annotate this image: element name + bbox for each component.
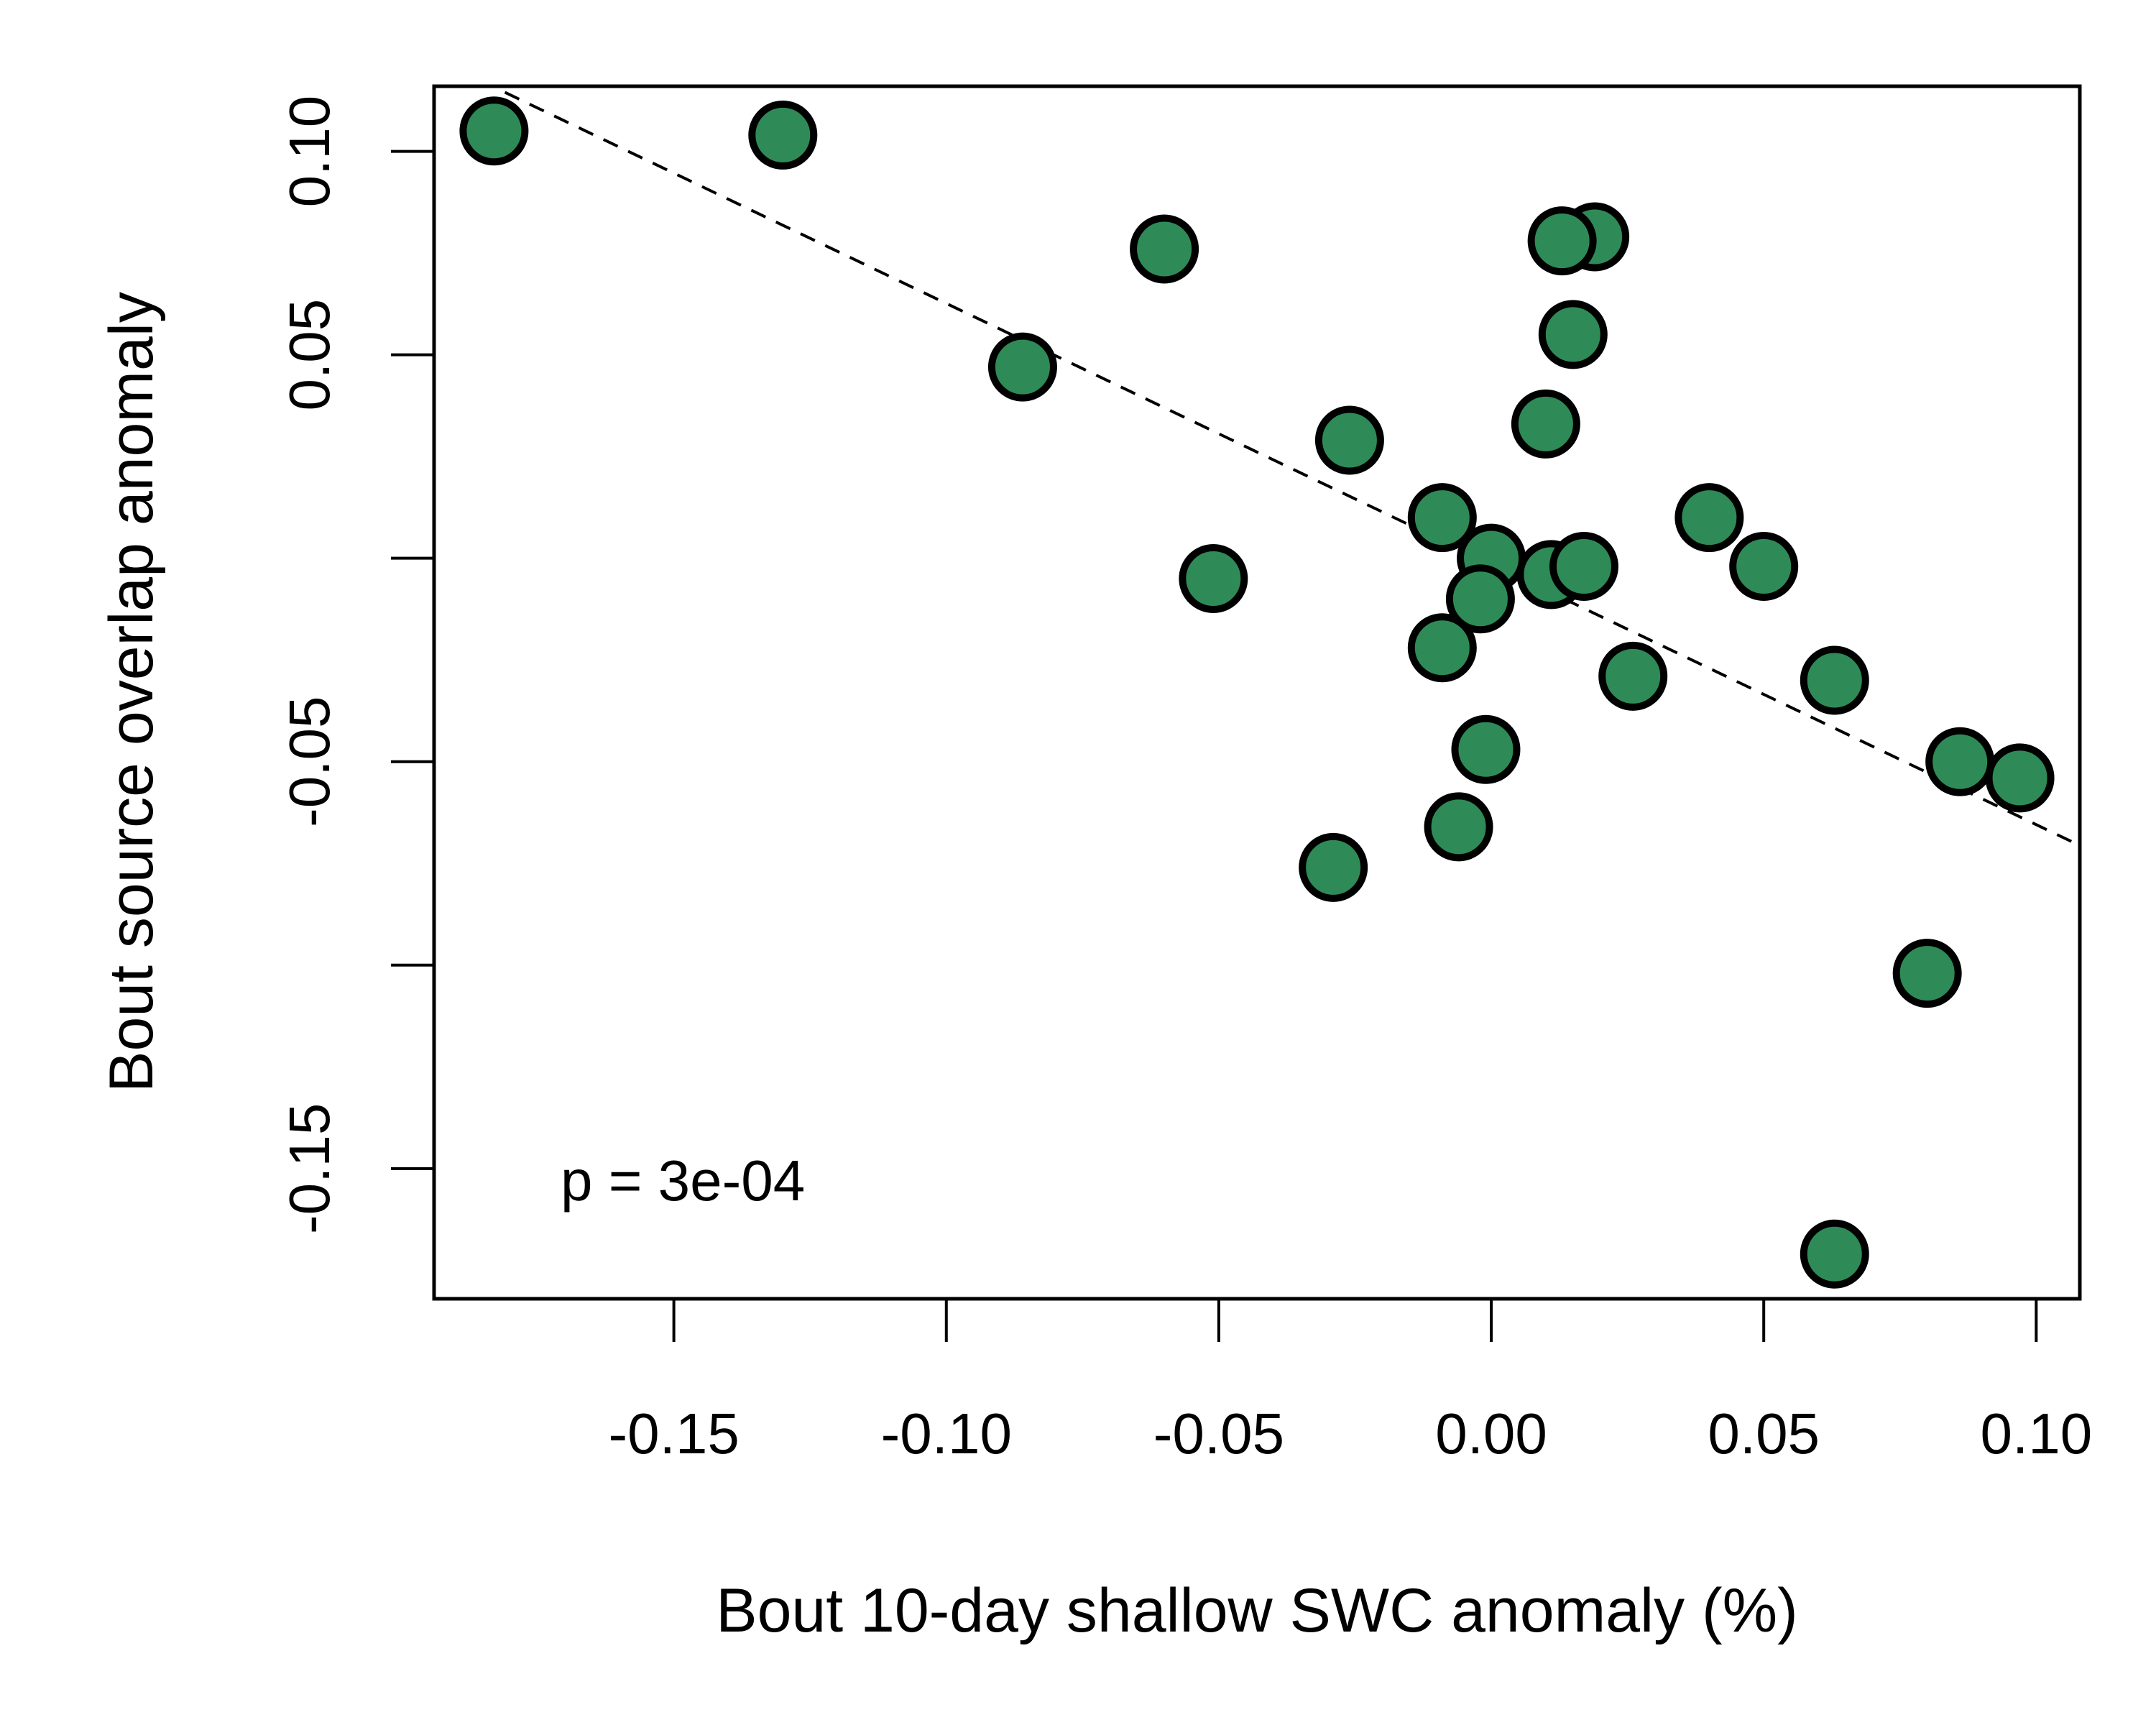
y-axis: -0.15 -0.05 0.05 0.10 [277,96,434,1234]
data-point [1527,206,1597,276]
annotation-p-value: p = 3e-04 [561,1149,805,1213]
data-point [1424,792,1493,862]
data-point [459,96,529,166]
data-point [1925,727,1995,796]
data-point [1179,543,1248,613]
x-tick-label: 0.10 [1980,1402,2092,1466]
data-point [1598,641,1668,711]
data-point [1892,939,1962,1008]
x-tick-label: -0.15 [608,1402,739,1466]
y-tick-label: -0.15 [277,1103,341,1234]
y-axis-label: Bout source overlap anomaly [97,292,166,1092]
data-point [1538,300,1608,369]
x-tick-label: 0.05 [1708,1402,1820,1466]
x-tick-label: 0.00 [1435,1402,1547,1466]
data-point [1451,714,1521,784]
data-point [1130,214,1199,284]
data-point [987,332,1057,402]
data-point [1800,1219,1869,1289]
x-axis-label: Bout 10-day shallow SWC anomaly (%) [716,1576,1798,1645]
trend-line-group [504,91,2081,847]
data-point [1407,483,1477,553]
trend-line [504,91,2081,847]
x-tick-label: -0.10 [881,1402,1012,1466]
data-point [1407,613,1477,683]
data-point [1800,645,1869,715]
data-points [459,96,2055,1289]
data-point [1729,532,1799,602]
x-tick-label: -0.05 [1153,1402,1284,1466]
data-point [1511,389,1580,459]
plot-frame [432,84,2082,1301]
data-point [748,100,818,170]
data-point [1299,832,1368,902]
y-tick-label: -0.05 [277,696,341,827]
data-point [1985,743,2055,813]
y-tick-label: 0.05 [277,299,341,411]
data-point [1314,405,1384,475]
x-axis: -0.15 -0.10 -0.05 0.00 0.05 0.10 [608,1299,2092,1466]
data-point [1445,564,1515,634]
data-point [1549,532,1618,602]
y-tick-label: 0.10 [277,96,341,208]
data-point [1674,483,1744,553]
